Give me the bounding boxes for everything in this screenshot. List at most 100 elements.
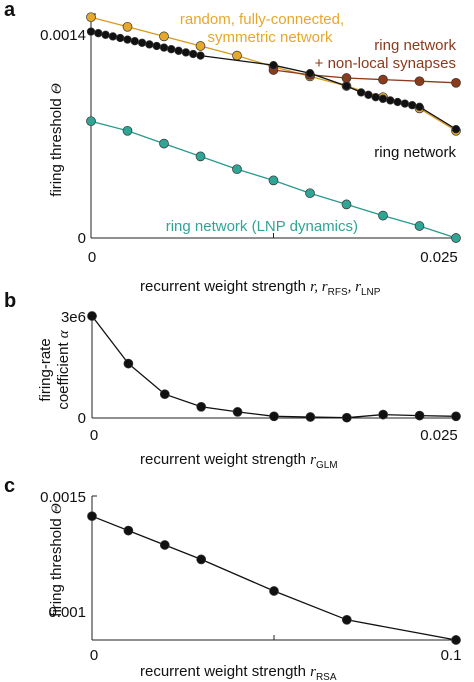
a-series-3-point-7 <box>341 199 352 210</box>
a-series-2-point-25 <box>400 99 410 108</box>
b-series-0-point-9 <box>414 410 425 421</box>
a-series-2-point-0 <box>86 27 96 36</box>
a-series-0-point-0 <box>86 12 96 23</box>
b-series-0-point-10 <box>451 411 461 422</box>
label-lnp: ring network (LNP dynamics) <box>166 218 358 235</box>
b-series-0-point-4 <box>232 407 243 417</box>
a-series-2-point-3 <box>108 32 118 41</box>
a-series-0-point-1 <box>122 21 133 32</box>
panel-b-marks <box>87 311 461 423</box>
panel-c-marks <box>87 511 461 645</box>
c-xlabel: recurrent weight strength rRSA <box>140 663 337 682</box>
a-series-2-point-20 <box>364 90 373 99</box>
panel-c-letter: c <box>4 475 15 497</box>
a-ytick-bottom: 0 <box>78 230 86 247</box>
a-series-2-point-8 <box>145 40 154 49</box>
a-series-2-point-2 <box>101 30 110 39</box>
a-series-1-point-2 <box>341 73 352 83</box>
c-series-0-point-1 <box>123 525 134 536</box>
label-nonlocal-line1: ring network <box>374 37 456 54</box>
b-ytick-bottom: 0 <box>78 410 86 427</box>
a-series-2-point-18 <box>342 81 351 91</box>
b-series-0-point-8 <box>378 409 389 420</box>
a-xtick-right: 0.025 <box>420 249 458 266</box>
b-ylabel-line1: firing-rate <box>37 338 54 401</box>
c-xtick-right: 0.1 <box>441 647 462 664</box>
a-series-1-line <box>273 69 457 84</box>
panel-a-marks <box>86 12 461 243</box>
a-ytick-top: 0.0014 <box>40 27 86 44</box>
b-xlabel: recurrent weight strength rGLM <box>140 451 338 471</box>
a-series-2-point-26 <box>408 101 417 110</box>
b-xtick-right: 0.025 <box>420 427 458 444</box>
a-series-0-point-3 <box>195 41 206 51</box>
c-series-0-point-5 <box>341 614 352 625</box>
a-series-3-point-6 <box>305 188 315 199</box>
a-series-1-point-5 <box>451 77 461 88</box>
a-series-3-point-4 <box>232 164 242 175</box>
c-ytick-bottom: 0.001 <box>48 604 86 621</box>
b-series-0-point-2 <box>159 389 170 400</box>
a-series-3-point-2 <box>159 138 169 149</box>
a-series-2-point-23 <box>386 96 395 105</box>
panel-a: a 0.0014 0 0 0.025 firing threshold Θ re… <box>4 0 461 298</box>
b-series-0-point-7 <box>341 412 352 423</box>
a-series-2-point-16 <box>269 61 278 70</box>
a-series-0-point-4 <box>232 50 242 61</box>
label-random-line2: symmetric network <box>207 29 333 46</box>
a-series-2-point-11 <box>167 45 176 54</box>
c-xtick-left: 0 <box>90 647 98 664</box>
a-series-1-point-4 <box>414 76 425 87</box>
b-series-0-point-6 <box>305 412 316 422</box>
a-series-2-point-4 <box>116 33 125 43</box>
a-series-3-point-9 <box>414 221 425 231</box>
a-series-2-point-1 <box>94 29 103 38</box>
a-series-2-point-15 <box>196 51 205 60</box>
a-xtick-left: 0 <box>88 249 96 266</box>
c-series-0-point-0 <box>87 511 97 522</box>
a-series-3-point-5 <box>268 175 279 186</box>
a-series-2-point-24 <box>393 97 402 107</box>
c-series-0-point-6 <box>451 635 461 645</box>
a-series-2-point-21 <box>371 93 380 102</box>
a-series-2-point-14 <box>189 49 198 59</box>
c-series-0-point-3 <box>196 554 207 565</box>
a-series-3-point-1 <box>122 125 133 136</box>
a-series-0-point-2 <box>159 31 169 42</box>
panel-b: b 3e6 0 0 0.025 firing-rate coefficient … <box>4 290 461 471</box>
a-series-2-point-28 <box>451 125 461 134</box>
a-series-2-point-9 <box>152 41 161 51</box>
a-series-2-point-19 <box>356 88 366 97</box>
a-xlabel: recurrent weight strength r, rRFS, rLNP <box>140 278 381 298</box>
a-series-2-point-12 <box>174 46 183 55</box>
c-series-0-line <box>91 515 457 641</box>
b-series-0-line <box>91 315 457 419</box>
c-ytick-top: 0.0015 <box>40 489 86 506</box>
b-ylabel-line2: coefficient α <box>55 329 72 409</box>
a-series-2-point-17 <box>305 69 315 78</box>
a-series-2-point-27 <box>415 102 424 111</box>
b-series-0-point-3 <box>196 401 207 412</box>
a-series-2-point-10 <box>159 43 169 52</box>
b-series-0-point-5 <box>269 411 279 422</box>
b-series-0-point-0 <box>87 311 97 321</box>
panel-b-axes <box>91 315 457 419</box>
a-series-2-point-7 <box>137 38 147 47</box>
panel-c: c 0.0015 0.001 0 0.1 firing threshold Θ … <box>4 475 461 682</box>
panel-b-letter: b <box>4 290 16 312</box>
c-ylabel: firing threshold Θ <box>48 503 65 617</box>
label-random-line1: random, fully-connected, <box>180 11 344 28</box>
a-series-2-point-5 <box>123 35 132 44</box>
a-series-2-point-13 <box>181 48 191 57</box>
panel-c-axes <box>91 495 457 641</box>
a-ylabel: firing threshold Θ <box>48 83 65 197</box>
a-series-3-point-0 <box>86 116 96 127</box>
a-series-3-point-3 <box>195 151 206 162</box>
b-series-0-point-1 <box>123 358 134 369</box>
a-series-3-point-10 <box>451 233 461 243</box>
b-xtick-left: 0 <box>90 427 98 444</box>
label-nonlocal-line2: + non-local synapses <box>315 55 456 72</box>
label-ring: ring network <box>374 144 456 161</box>
panel-a-letter: a <box>4 0 16 21</box>
